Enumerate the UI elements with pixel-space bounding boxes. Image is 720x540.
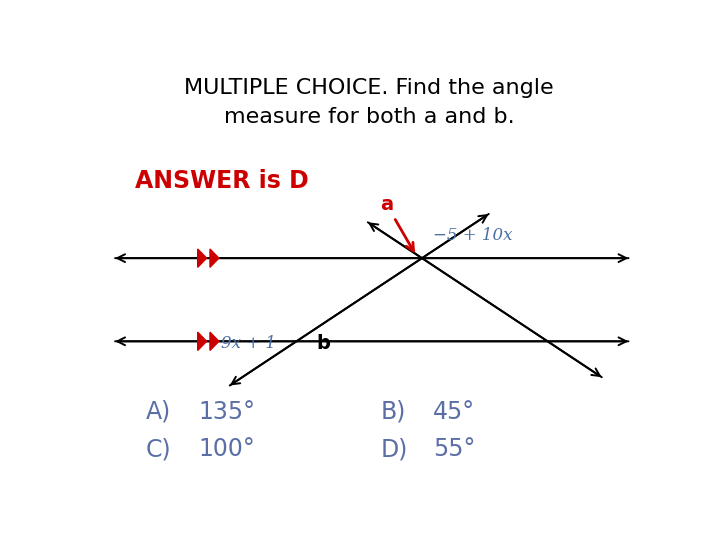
Polygon shape bbox=[210, 249, 219, 267]
Text: 55°: 55° bbox=[433, 437, 475, 461]
Text: −5 + 10x: −5 + 10x bbox=[433, 227, 513, 244]
Text: measure for both a and b.: measure for both a and b. bbox=[224, 107, 514, 127]
Text: 45°: 45° bbox=[433, 400, 475, 424]
Text: MULTIPLE CHOICE. Find the angle: MULTIPLE CHOICE. Find the angle bbox=[184, 78, 554, 98]
Text: 100°: 100° bbox=[199, 437, 256, 461]
Text: b: b bbox=[316, 334, 330, 353]
Polygon shape bbox=[198, 332, 207, 350]
Text: ANSWER is D: ANSWER is D bbox=[135, 169, 308, 193]
Text: C): C) bbox=[145, 437, 171, 461]
Text: D): D) bbox=[380, 437, 408, 461]
Text: B): B) bbox=[380, 400, 405, 424]
Text: 135°: 135° bbox=[199, 400, 256, 424]
Text: A): A) bbox=[145, 400, 171, 424]
Text: 9x + 1: 9x + 1 bbox=[221, 335, 276, 352]
Text: a: a bbox=[380, 195, 413, 251]
Polygon shape bbox=[210, 332, 219, 350]
Polygon shape bbox=[198, 249, 207, 267]
